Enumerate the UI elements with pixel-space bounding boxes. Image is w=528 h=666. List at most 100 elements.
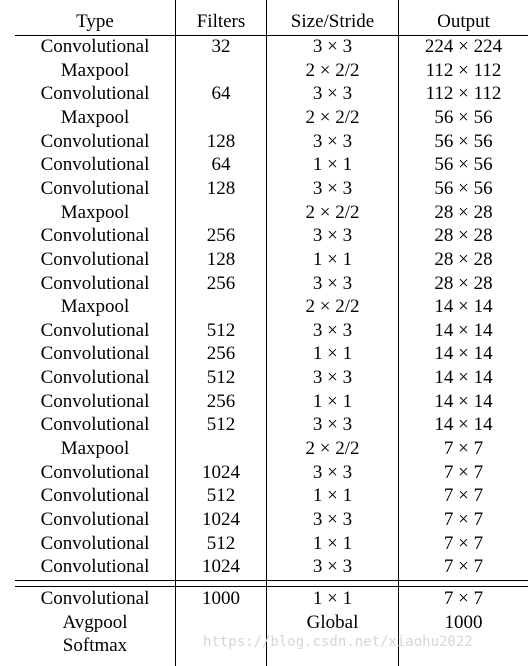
- cell-output: 7 × 7: [443, 556, 484, 578]
- table-row: Convolutional 512 3 × 3 14 × 14: [0, 366, 528, 390]
- cell-type: Convolutional: [40, 319, 150, 341]
- cell-type: Convolutional: [40, 367, 150, 389]
- table-row: Convolutional 1000 1 × 1 7 × 7: [0, 587, 528, 611]
- table-row: Convolutional 512 1 × 1 7 × 7: [0, 484, 528, 508]
- cell-output: 112 × 112: [425, 59, 502, 81]
- cell-type: Convolutional: [40, 343, 150, 365]
- cell-type: Convolutional: [40, 532, 150, 554]
- cell-type: Softmax: [62, 635, 128, 657]
- watermark-text: https://blog.csdn.net/xiaohu2022: [203, 634, 473, 650]
- cell-type: Convolutional: [40, 461, 150, 483]
- cell-type: Convolutional: [40, 248, 150, 270]
- header-filters: Filters: [196, 11, 246, 32]
- cell-output: 7 × 7: [443, 588, 484, 609]
- cell-filters: 512: [206, 485, 236, 507]
- cell-type: Convolutional: [40, 225, 150, 247]
- table-row: Convolutional 128 3 × 3 56 × 56: [0, 130, 528, 154]
- cell-filters: 256: [206, 272, 236, 294]
- table-row: Softmax: [0, 634, 528, 658]
- table-row: Convolutional 512 3 × 3 14 × 14: [0, 413, 528, 437]
- cell-type: Convolutional: [40, 154, 150, 176]
- cell-size-stride: 1 × 1: [312, 532, 353, 554]
- cell-filters: 512: [206, 319, 236, 341]
- cell-size-stride: 2 × 2/2: [305, 438, 360, 460]
- cell-size-stride: 3 × 3: [312, 225, 353, 247]
- cell-output: 14 × 14: [434, 343, 493, 365]
- cell-output: 7 × 7: [443, 532, 484, 554]
- cell-filters: 512: [206, 367, 236, 389]
- header-rule: [15, 35, 528, 36]
- cell-output: 7 × 7: [443, 461, 484, 483]
- table-row: Convolutional 32 3 × 3 224 × 224: [0, 35, 528, 59]
- cell-type: Convolutional: [40, 36, 150, 57]
- cell-type: Convolutional: [40, 177, 150, 199]
- cell-type: Maxpool: [60, 296, 130, 318]
- table-row: Convolutional 512 1 × 1 7 × 7: [0, 532, 528, 556]
- cell-type: Convolutional: [40, 509, 150, 530]
- cell-output: 56 × 56: [434, 154, 493, 176]
- cell-size-stride: 3 × 3: [312, 83, 353, 105]
- cell-filters: 64: [211, 83, 231, 105]
- cell-size-stride: 2 × 2/2: [305, 201, 360, 223]
- cell-filters: [176, 611, 266, 635]
- cell-output: 112 × 112: [425, 83, 502, 105]
- cell-size-stride: 3 × 3: [312, 130, 353, 152]
- cell-size-stride: 3 × 3: [312, 272, 353, 294]
- cell-size-stride: 1 × 1: [312, 248, 353, 270]
- table-row: Maxpool 2 × 2/2 28 × 28: [0, 201, 528, 225]
- cell-output: 56 × 56: [434, 177, 493, 199]
- table-row: Convolutional 64 1 × 1 56 × 56: [0, 153, 528, 177]
- column-divider: [175, 0, 176, 666]
- cell-output: 28 × 28: [434, 272, 493, 294]
- cell-output: 7 × 7: [443, 509, 484, 530]
- cell-type: Maxpool: [60, 438, 130, 460]
- table-row: Maxpool 2 × 2/2 112 × 112: [0, 59, 528, 83]
- cell-size-stride: 1 × 1: [312, 588, 353, 609]
- table-row: Convolutional 1024 3 × 3 7 × 7: [0, 508, 528, 532]
- cell-type: Convolutional: [40, 414, 150, 436]
- cell-size-stride: 3 × 3: [312, 319, 353, 341]
- cell-filters: [176, 106, 266, 130]
- cell-filters: 64: [211, 154, 231, 176]
- header-size-stride: Size/Stride: [290, 11, 375, 32]
- cell-size-stride: 2 × 2/2: [305, 296, 360, 318]
- cell-size-stride: 3 × 3: [312, 509, 353, 530]
- cell-type: Avgpool: [62, 611, 128, 633]
- cell-output: 28 × 28: [434, 248, 493, 270]
- cell-filters: 512: [206, 414, 236, 436]
- cell-type: Convolutional: [40, 588, 150, 609]
- cell-output: 28 × 28: [434, 225, 493, 247]
- cell-output: 56 × 56: [434, 130, 493, 152]
- cell-filters: 128: [206, 177, 236, 199]
- cell-filters: 32: [211, 36, 231, 57]
- cell-type: Convolutional: [40, 485, 150, 507]
- cell-size-stride: 3 × 3: [312, 367, 353, 389]
- cell-type: Convolutional: [40, 556, 150, 578]
- table-row: Convolutional 64 3 × 3 112 × 112: [0, 82, 528, 106]
- cell-output: 56 × 56: [434, 106, 493, 128]
- cell-type: Maxpool: [60, 201, 130, 223]
- cell-filters: 1024: [202, 461, 240, 483]
- table-row: Convolutional 256 3 × 3 28 × 28: [0, 224, 528, 248]
- table-row: Maxpool 2 × 2/2 7 × 7: [0, 437, 528, 461]
- cell-filters: 128: [206, 130, 236, 152]
- table-row: Convolutional 128 3 × 3 56 × 56: [0, 177, 528, 201]
- section-rule: [15, 580, 528, 581]
- cell-filters: [176, 437, 266, 461]
- table-header-row: Type Filters Size/Stride Output: [0, 10, 528, 34]
- cell-type: Maxpool: [60, 59, 130, 81]
- cell-size-stride: 2 × 2/2: [305, 106, 360, 128]
- cell-size-stride: 2 × 2/2: [305, 59, 360, 81]
- table-row: Convolutional 1024 3 × 3 7 × 7: [0, 461, 528, 485]
- cell-size-stride: 1 × 1: [312, 343, 353, 365]
- cell-output: 14 × 14: [434, 390, 493, 412]
- cell-type: Maxpool: [60, 106, 130, 128]
- cell-type: Convolutional: [40, 83, 150, 105]
- cell-output: 14 × 14: [434, 367, 493, 389]
- cell-size-stride: 3 × 3: [312, 461, 353, 483]
- table-row: Maxpool 2 × 2/2 14 × 14: [0, 295, 528, 319]
- column-divider: [266, 0, 267, 666]
- section-rule: [15, 586, 528, 587]
- cell-filters: 256: [206, 225, 236, 247]
